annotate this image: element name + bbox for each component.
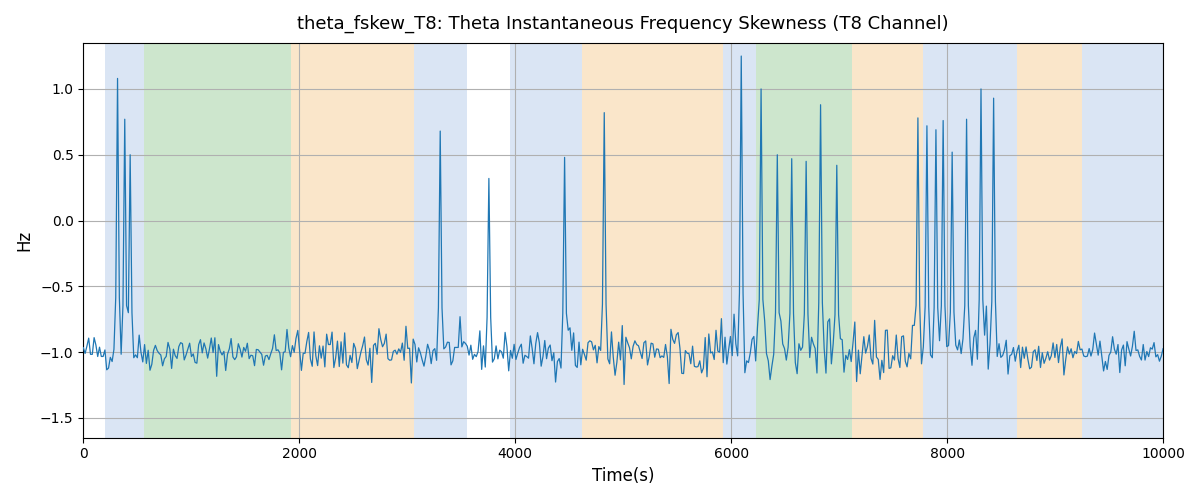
Bar: [1018, 43, 1082, 438]
Bar: [722, 43, 756, 438]
Bar: [144, 43, 290, 438]
Bar: [582, 43, 722, 438]
Title: theta_fskew_T8: Theta Instantaneous Frequency Skewness (T8 Channel): theta_fskew_T8: Theta Instantaneous Freq…: [298, 15, 949, 34]
Bar: [510, 43, 582, 438]
Bar: [104, 43, 144, 438]
Bar: [923, 43, 1018, 438]
Bar: [756, 43, 852, 438]
Bar: [1082, 43, 1163, 438]
Y-axis label: Hz: Hz: [14, 230, 32, 251]
X-axis label: Time(s): Time(s): [592, 467, 654, 485]
Bar: [414, 43, 467, 438]
Bar: [852, 43, 923, 438]
Bar: [290, 43, 414, 438]
